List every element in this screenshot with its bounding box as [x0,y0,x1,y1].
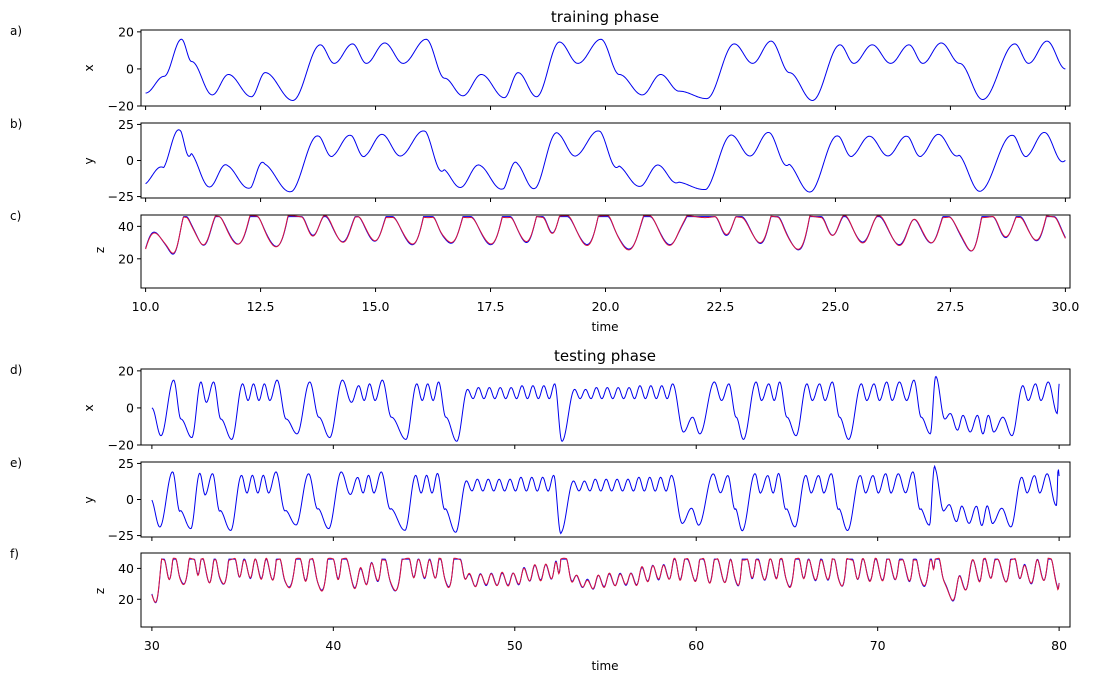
y-tick-label: −25 [108,189,134,204]
panel-letter-b: b) [10,117,22,131]
axes-frame-b [140,122,1071,199]
series-line-y-training [145,129,1066,193]
x-tick-label: 12.5 [247,299,275,314]
y-tick-label: 0 [126,61,134,76]
y-tick-label: 40 [118,561,134,576]
x-tick-label: 10.0 [132,299,160,314]
x-tick-label: 30.0 [1051,299,1079,314]
ylabel-f: z [93,588,107,594]
ylabel-d: x [82,404,96,411]
axes-frame-a [140,29,1071,107]
x-tick-label: 15.0 [362,299,390,314]
y-tick-label: 25 [118,117,134,132]
training-phase-title: training phase [551,8,659,26]
series-line-z-predicted-testing [151,557,1060,603]
y-tick-label: 0 [126,153,134,168]
x-tick-label: 80 [1051,638,1067,653]
y-tick-label: 20 [118,24,134,39]
panel-letter-d: d) [10,363,22,377]
y-tick-label: 20 [118,363,134,378]
ylabel-b: y [82,157,96,164]
x-tick-label: 50 [507,638,523,653]
x-tick-label: 22.5 [707,299,735,314]
panel-letter-f: f) [10,547,19,561]
plot-area: −20 0 20 −25 0 25 20 40 10.0 12.5 15.0 17.5 20.0 22.5… [108,24,1080,653]
x-tick-label: 17.5 [477,299,505,314]
x-tick-label: 60 [688,638,704,653]
series-line-y-testing [151,464,1060,535]
y-tick-label: 20 [118,592,134,607]
y-tick-label: 25 [118,456,134,471]
series-line-x-testing [151,375,1060,442]
y-tick-label: 0 [126,492,134,507]
panel-letter-c: c) [10,209,21,223]
y-tick-label: −25 [108,528,134,543]
series-line-z-testing [151,558,1060,604]
y-tick-label: 0 [126,400,134,415]
x-tick-label: 30 [144,638,160,653]
y-tick-label: 20 [118,251,134,266]
axes-frame-c [140,214,1071,289]
ylabel-a: x [82,64,96,71]
panel-letter-e: e) [10,456,22,470]
axes-frame-f [140,552,1071,628]
ylabel-e: y [82,496,96,503]
x-tick-label: 20.0 [592,299,620,314]
xlabel-testing: time [591,659,618,673]
axes-frame-d [140,368,1071,446]
x-tick-label: 70 [870,638,886,653]
x-tick-label: 40 [325,638,341,653]
y-tick-label: 40 [118,219,134,234]
xlabel-training: time [591,320,618,334]
x-tick-label: 25.0 [822,299,850,314]
y-tick-label: −20 [108,99,134,114]
y-tick-label: −20 [108,438,134,453]
testing-phase-title: testing phase [554,347,656,365]
x-tick-label: 27.5 [937,299,965,314]
series-line-z-predicted-training [145,215,1066,254]
series-line-x-training [145,38,1066,101]
axes-frame-e [140,461,1071,538]
panel-letter-a: a) [10,24,22,38]
ylabel-c: z [93,247,107,253]
